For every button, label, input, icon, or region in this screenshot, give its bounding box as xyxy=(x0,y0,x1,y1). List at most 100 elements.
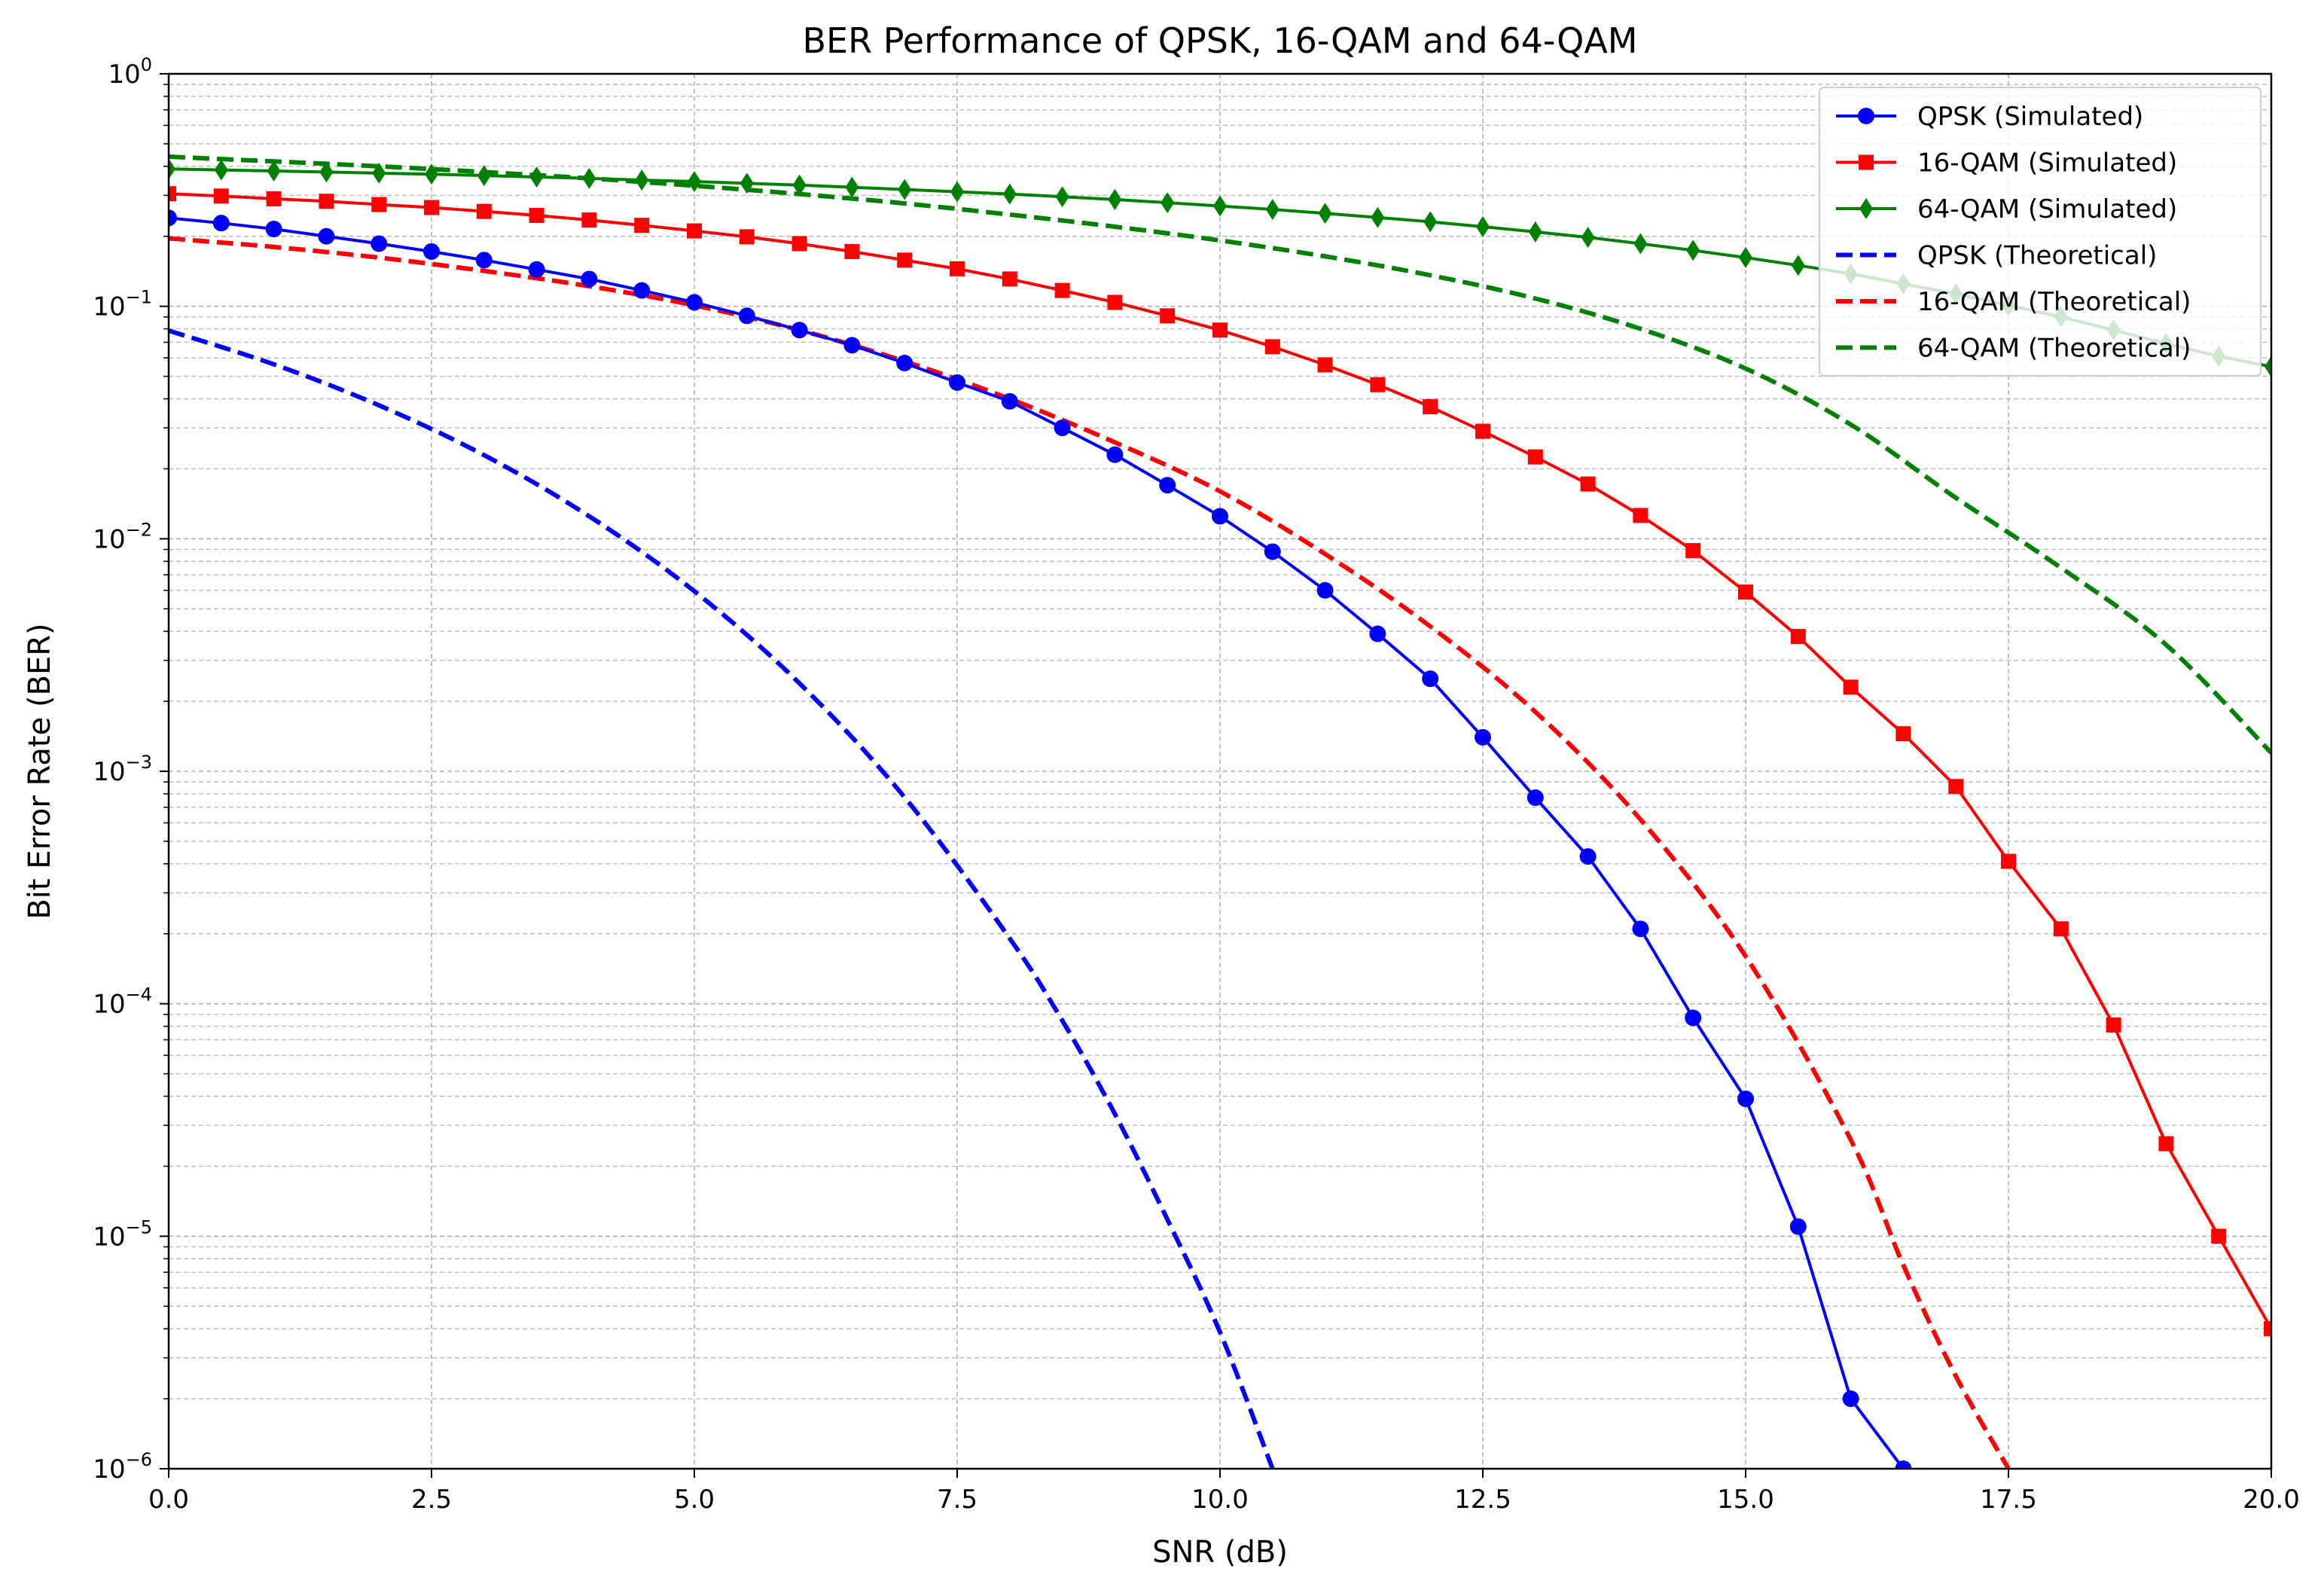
data-point-marker xyxy=(687,223,702,239)
legend-label: 16-QAM (Theoretical) xyxy=(1917,287,2191,317)
data-point-marker xyxy=(843,337,861,354)
data-point-marker xyxy=(265,221,282,238)
y-tick-label: 10−2 xyxy=(93,519,152,554)
data-point-marker xyxy=(1859,198,1873,219)
data-point-marker xyxy=(1791,255,1805,276)
data-point-marker xyxy=(845,176,859,198)
grid-lines xyxy=(168,73,2272,1469)
data-point-marker xyxy=(1213,195,1227,217)
data-point-marker xyxy=(1265,199,1279,221)
data-point-marker xyxy=(1948,779,1964,795)
data-point-marker xyxy=(1476,215,1490,237)
x-tick-label: 2.5 xyxy=(411,1485,452,1515)
data-point-marker xyxy=(1160,192,1175,214)
data-point-marker xyxy=(1738,584,1753,600)
x-tick-label: 20.0 xyxy=(2243,1485,2300,1515)
data-point-marker xyxy=(1475,728,1491,746)
x-axis-label: SNR (dB) xyxy=(1152,1535,1288,1570)
data-point-marker xyxy=(950,181,964,203)
legend-label: QPSK (Theoretical) xyxy=(1917,241,2157,271)
data-point-marker xyxy=(2265,356,2271,377)
data-point-marker xyxy=(2211,1228,2227,1244)
data-point-marker xyxy=(635,169,649,191)
data-point-marker xyxy=(1371,206,1385,228)
data-point-marker xyxy=(319,161,334,183)
data-point-marker xyxy=(1160,308,1176,324)
x-tick-label: 12.5 xyxy=(1454,1485,1511,1515)
series-16-qam-theoretical xyxy=(169,236,2011,1469)
x-tick-label: 15.0 xyxy=(1717,1485,1774,1515)
data-point-marker xyxy=(1581,227,1595,249)
y-tick-label: 10−1 xyxy=(93,287,152,322)
data-point-marker xyxy=(1633,233,1648,255)
data-point-marker xyxy=(1054,420,1071,437)
data-point-marker xyxy=(1212,508,1228,525)
data-point-marker xyxy=(1686,240,1700,261)
data-point-marker xyxy=(791,322,808,339)
data-point-marker xyxy=(1632,920,1649,938)
y-tick-label: 10−4 xyxy=(93,984,152,1020)
legend-label: 16-QAM (Simulated) xyxy=(1917,148,2177,179)
data-point-marker xyxy=(740,172,754,194)
data-point-marker xyxy=(1859,154,1874,170)
data-point-marker xyxy=(738,307,755,325)
data-point-marker xyxy=(1842,1390,1859,1408)
data-point-marker xyxy=(581,270,598,288)
data-point-marker xyxy=(169,158,175,180)
x-tick-label: 17.5 xyxy=(1980,1485,2037,1515)
data-point-marker xyxy=(1369,625,1386,642)
data-point-marker xyxy=(1264,339,1280,355)
data-point-marker xyxy=(1370,377,1386,392)
data-point-marker xyxy=(1107,295,1123,310)
data-point-marker xyxy=(582,167,596,189)
series-line xyxy=(169,236,2011,1469)
legend-entry: 16-QAM (Theoretical) xyxy=(1836,287,2191,317)
legend-box xyxy=(1819,87,2261,377)
data-point-marker xyxy=(949,374,965,391)
data-point-marker xyxy=(2264,1321,2271,1337)
data-point-marker xyxy=(897,252,913,268)
data-point-marker xyxy=(1685,1009,1702,1027)
data-point-marker xyxy=(477,165,491,187)
data-point-marker xyxy=(581,212,597,228)
data-point-marker xyxy=(634,218,650,233)
data-point-marker xyxy=(898,179,912,200)
data-point-marker xyxy=(529,207,544,223)
legend-label: 64-QAM (Theoretical) xyxy=(1917,334,2191,364)
data-point-marker xyxy=(318,227,335,245)
data-point-marker xyxy=(1579,848,1597,865)
data-point-marker xyxy=(424,200,439,215)
data-point-marker xyxy=(1895,1460,1912,1469)
data-point-marker xyxy=(528,261,545,278)
data-point-marker xyxy=(169,209,177,227)
data-point-marker xyxy=(950,261,965,276)
y-tick-label: 100 xyxy=(108,54,152,90)
data-point-marker xyxy=(214,159,228,181)
data-point-marker xyxy=(1054,282,1070,298)
legend-entry: QPSK (Simulated) xyxy=(1836,102,2143,132)
x-tick-label: 10.0 xyxy=(1191,1485,1249,1515)
data-point-marker xyxy=(1159,477,1176,494)
legend-entry: QPSK (Theoretical) xyxy=(1836,241,2157,271)
data-point-marker xyxy=(844,243,860,259)
data-point-marker xyxy=(1789,1218,1807,1235)
data-point-marker xyxy=(2158,1136,2174,1152)
data-point-marker xyxy=(1423,211,1438,233)
x-tick-label: 7.5 xyxy=(937,1485,977,1515)
data-point-marker xyxy=(1790,629,1806,645)
series-qpsk-simulated xyxy=(169,209,1912,1469)
legend-label: 64-QAM (Simulated) xyxy=(1917,194,2177,224)
data-point-marker xyxy=(1739,246,1752,268)
series-line xyxy=(169,328,1275,1469)
data-point-marker xyxy=(476,203,492,219)
data-point-marker xyxy=(1002,271,1017,287)
data-point-marker xyxy=(425,163,438,185)
data-point-marker xyxy=(1212,322,1228,338)
data-point-marker xyxy=(267,160,281,182)
data-point-marker xyxy=(896,355,913,372)
y-tick-label: 10−6 xyxy=(93,1449,152,1485)
x-tick-label: 5.0 xyxy=(674,1485,715,1515)
data-point-marker xyxy=(1475,423,1490,439)
data-point-marker xyxy=(1002,183,1017,205)
